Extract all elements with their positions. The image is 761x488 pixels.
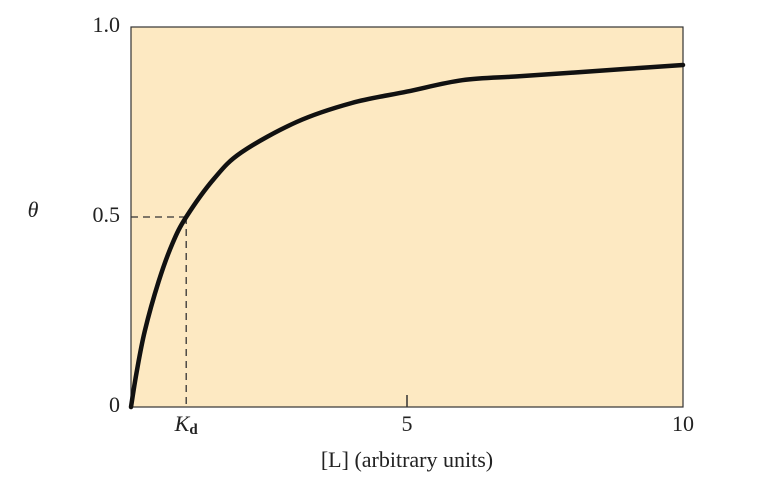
x-tick-label: 5 [402, 411, 413, 436]
data-line [128, 62, 686, 410]
x-tick-label-subscript: d [189, 422, 198, 438]
y-tick-label: 0.5 [93, 202, 121, 227]
x-tick-label: Kd [174, 411, 199, 438]
y-tick-label: 0 [109, 392, 120, 417]
x-tick-label-main: K [174, 411, 191, 436]
x-axis-label: [L] (arbitrary units) [321, 447, 493, 472]
y-axis-label: θ [28, 197, 39, 222]
x-tick-label: 10 [672, 411, 694, 436]
y-tick-label: 1.0 [93, 12, 121, 37]
plot-area [130, 26, 684, 408]
